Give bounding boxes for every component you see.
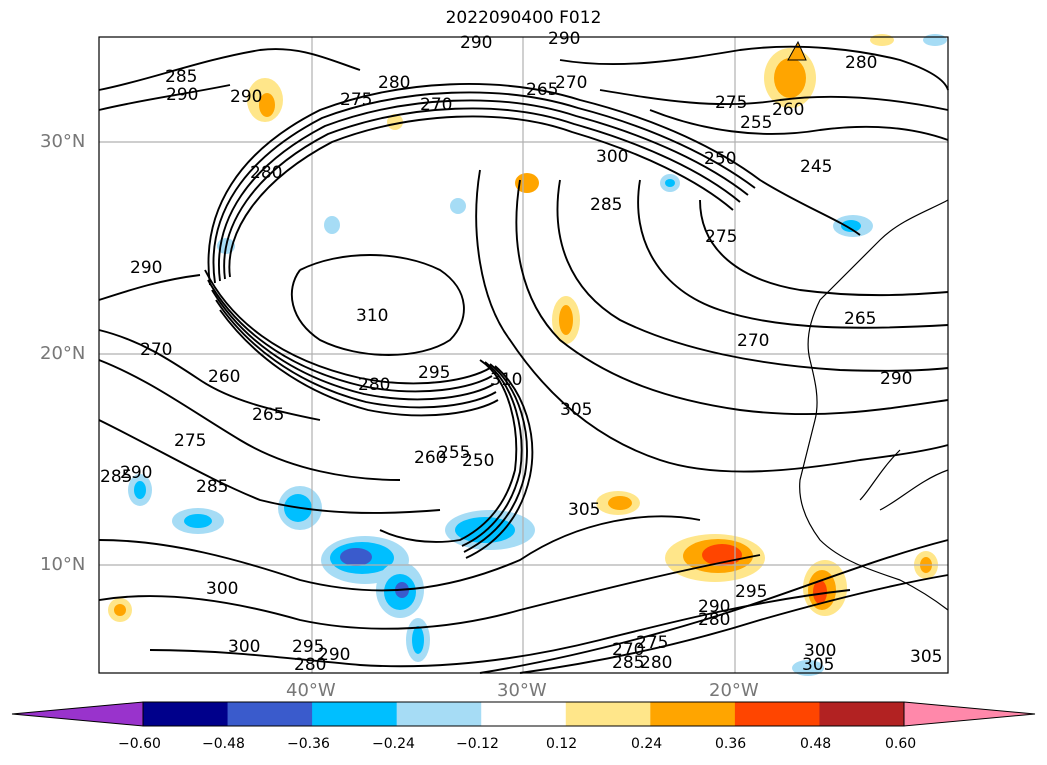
contour-label: 270 <box>420 95 452 115</box>
contour-label: 265 <box>252 405 284 425</box>
map-title: 2022090400 F012 <box>445 8 602 28</box>
contour-label: 310 <box>490 370 522 390</box>
contour-label: 295 <box>735 582 767 602</box>
contour-label: 280 <box>358 375 390 395</box>
colorbar-tick-label: 0.60 <box>885 736 917 752</box>
colorbar-tick-label: 0.48 <box>800 736 832 752</box>
colorbar-tick-label: −0.36 <box>287 736 330 752</box>
lat-label-20n: 20°N <box>40 343 86 364</box>
colorbar-tick-label: 0.36 <box>715 736 747 752</box>
colorbar-extend-left <box>11 701 144 727</box>
lat-label-10n: 10°N <box>40 554 86 575</box>
contour-label: 290 <box>460 33 492 53</box>
contour-label: 280 <box>294 655 326 675</box>
colorbar-tick-label: −0.12 <box>456 736 499 752</box>
contour-label: 300 <box>596 147 628 167</box>
contour-label: 300 <box>206 579 238 599</box>
contour-label: 285 <box>165 67 197 87</box>
colorbar-tick-label: −0.24 <box>372 736 415 752</box>
contour-label: 290 <box>130 258 162 278</box>
contour-label: 275 <box>340 90 372 110</box>
contour-label: 285 <box>590 195 622 215</box>
contour-label: 310 <box>356 306 388 326</box>
contour-label: 250 <box>462 451 494 471</box>
contour-label: 270 <box>612 640 644 660</box>
lat-label-30n: 30°N <box>40 131 86 152</box>
contour-label: 285 <box>196 477 228 497</box>
contour-label: 275 <box>715 93 747 113</box>
contour-label: 295 <box>292 637 324 657</box>
contour-label: 285 <box>612 653 644 673</box>
contour-label: 270 <box>140 340 172 360</box>
contour-label: 290 <box>880 369 912 389</box>
contour-label: 300 <box>804 641 836 661</box>
contour-label: 300 <box>228 637 260 657</box>
contour-label: 275 <box>174 431 206 451</box>
contour-label: 285 <box>100 467 132 487</box>
contour-label: 245 <box>800 157 832 177</box>
colorbar-segment <box>565 702 651 726</box>
contour-label: 270 <box>737 331 769 351</box>
contour-label: 290 <box>548 29 580 49</box>
contour-label: 275 <box>636 633 668 653</box>
contour-label: 305 <box>910 647 942 667</box>
colorbar-segment <box>734 702 820 726</box>
contour-label: 305 <box>568 500 600 520</box>
contour-label: 290 <box>698 597 730 617</box>
contour-label: 290 <box>318 645 350 665</box>
colorbar-frame <box>142 701 905 727</box>
contour-label: 280 <box>378 73 410 93</box>
contour-label: 280 <box>698 610 730 630</box>
colorbar-tick-label: 0.12 <box>546 736 578 752</box>
coastline <box>799 199 949 611</box>
lon-label-30w: 30°W <box>497 680 547 701</box>
contour-label: 260 <box>414 448 446 468</box>
contour-label: 280 <box>845 53 877 73</box>
colorbar-tick-label: −0.48 <box>202 736 245 752</box>
colorbar-tick-label: −0.60 <box>118 736 161 752</box>
contour-lines <box>98 45 949 674</box>
lon-label-20w: 20°W <box>709 680 759 701</box>
contour-label: 290 <box>120 463 152 483</box>
lon-label-40w: 40°W <box>286 680 336 701</box>
contour-label: 265 <box>526 80 558 100</box>
contour-label: 305 <box>560 400 592 420</box>
contour-label: 250 <box>704 149 736 169</box>
contour-label: 305 <box>802 655 834 675</box>
colorbar-segment <box>396 702 482 726</box>
colorbar-segment <box>227 702 313 726</box>
map-figure: 290 290 285 290 290 280 275 270 265 270 … <box>98 29 949 676</box>
contour-label: 255 <box>740 113 772 133</box>
colorbar-segment <box>143 702 229 726</box>
contour-label: 280 <box>250 163 282 183</box>
colorbar-extend-right <box>903 701 1036 727</box>
contour-label: 295 <box>418 363 450 383</box>
contour-label-layer: 290 290 285 290 290 280 275 270 265 270 … <box>100 29 942 675</box>
colorbar-segment <box>481 702 567 726</box>
colorbar-segment <box>312 702 398 726</box>
contour-label: 270 <box>555 73 587 93</box>
colorbar <box>11 701 1036 727</box>
contour-label: 255 <box>438 443 470 463</box>
contour-label: 260 <box>208 367 240 387</box>
contour-label: 265 <box>844 309 876 329</box>
contour-label: 275 <box>705 227 737 247</box>
colorbar-segments <box>143 702 905 726</box>
colorbar-segment <box>650 702 736 726</box>
colorbar-segment <box>819 702 905 726</box>
contour-label: 290 <box>166 85 198 105</box>
contour-label: 280 <box>640 653 672 673</box>
map-frame <box>98 36 949 674</box>
contour-label: 260 <box>772 100 804 120</box>
colorbar-tick-label: 0.24 <box>631 736 663 752</box>
contour-label: 290 <box>230 87 262 107</box>
